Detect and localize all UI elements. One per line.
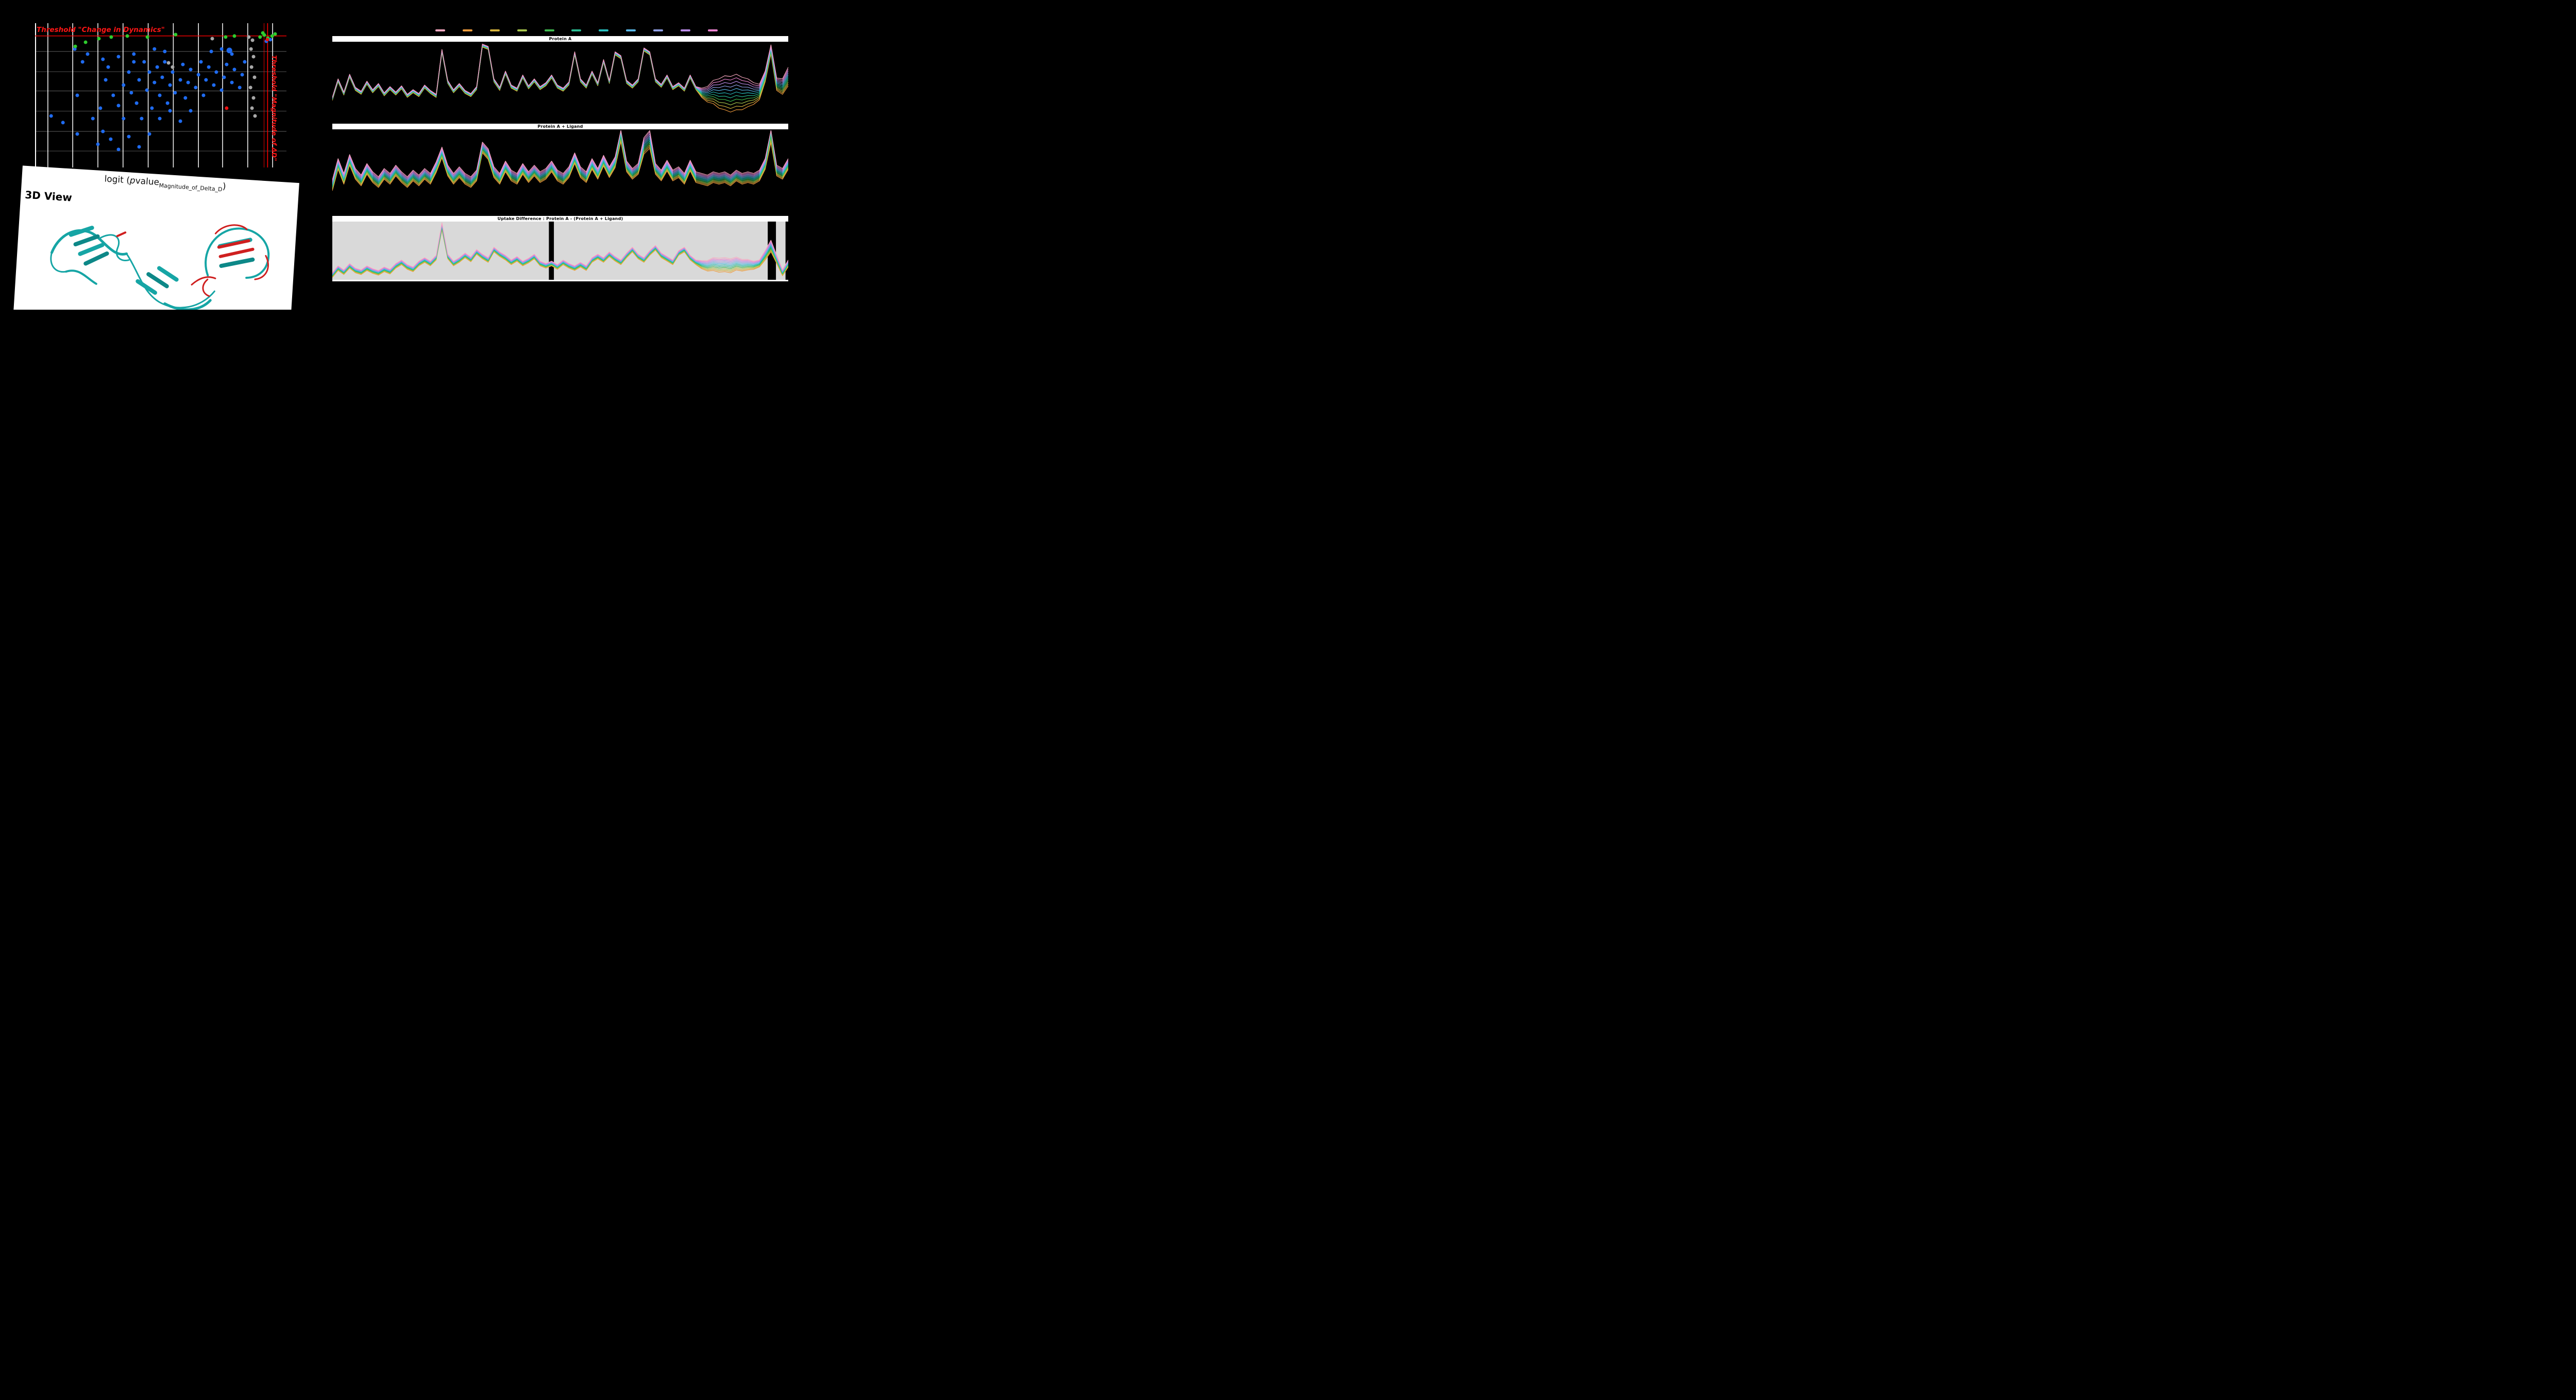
chart-title-protein-a-ligand: Protein A + Ligand — [332, 124, 788, 129]
legend-item[interactable] — [544, 29, 554, 31]
volcano-x-tick-label: −200 — [64, 169, 83, 177]
uptake-plot-protein-a-ligand[interactable] — [332, 129, 788, 212]
timepoint-legend — [435, 29, 718, 31]
chart-title-protein-a: Protein A — [332, 36, 788, 42]
x-label-post: ) — [222, 181, 227, 192]
legend-item[interactable] — [626, 29, 636, 31]
app-canvas: Threshold "Change in Dynamics" Threshold… — [0, 0, 808, 310]
protein_a-canvas — [332, 43, 788, 113]
x-label-subscript: Magnitude_of_Delta_D — [159, 182, 223, 193]
x-label-pre: logit ( — [104, 174, 130, 186]
legend-item[interactable] — [489, 29, 500, 31]
chart-title-uptake-difference: Uptake Difference : Protein A - (Protein… — [332, 216, 788, 222]
x-label-main: value — [135, 176, 160, 188]
3d-view-title: 3D View — [24, 188, 73, 204]
threshold-magnitude-label: Threshold "Magnitude of ΔD" — [270, 55, 278, 161]
protein_a_ligand-canvas — [332, 130, 788, 191]
uptake_difference-canvas — [332, 222, 788, 280]
3d-view-panel[interactable]: logit (pvalueMagnitude_of_Delta_D) 3D Vi… — [13, 165, 299, 310]
legend-item[interactable] — [517, 29, 527, 31]
legend-item[interactable] — [653, 29, 664, 31]
legend-item[interactable] — [571, 29, 582, 31]
threshold-dynamics-label: Threshold "Change in Dynamics" — [37, 26, 165, 34]
legend-item[interactable] — [599, 29, 609, 31]
legend-item[interactable] — [435, 29, 445, 31]
legend-item[interactable] — [681, 29, 691, 31]
uptake-plot-protein-a[interactable] — [332, 42, 788, 119]
protein-ribbon-structure — [50, 224, 270, 310]
uptake-difference-plot[interactable] — [332, 222, 788, 281]
volcano-plot[interactable]: Threshold "Change in Dynamics" Threshold… — [35, 23, 286, 167]
volcano-canvas — [35, 23, 286, 167]
legend-item[interactable] — [462, 29, 472, 31]
legend-item[interactable] — [707, 29, 718, 31]
volcano-x-axis-label: logit (pvalueMagnitude_of_Delta_D) — [104, 174, 226, 193]
